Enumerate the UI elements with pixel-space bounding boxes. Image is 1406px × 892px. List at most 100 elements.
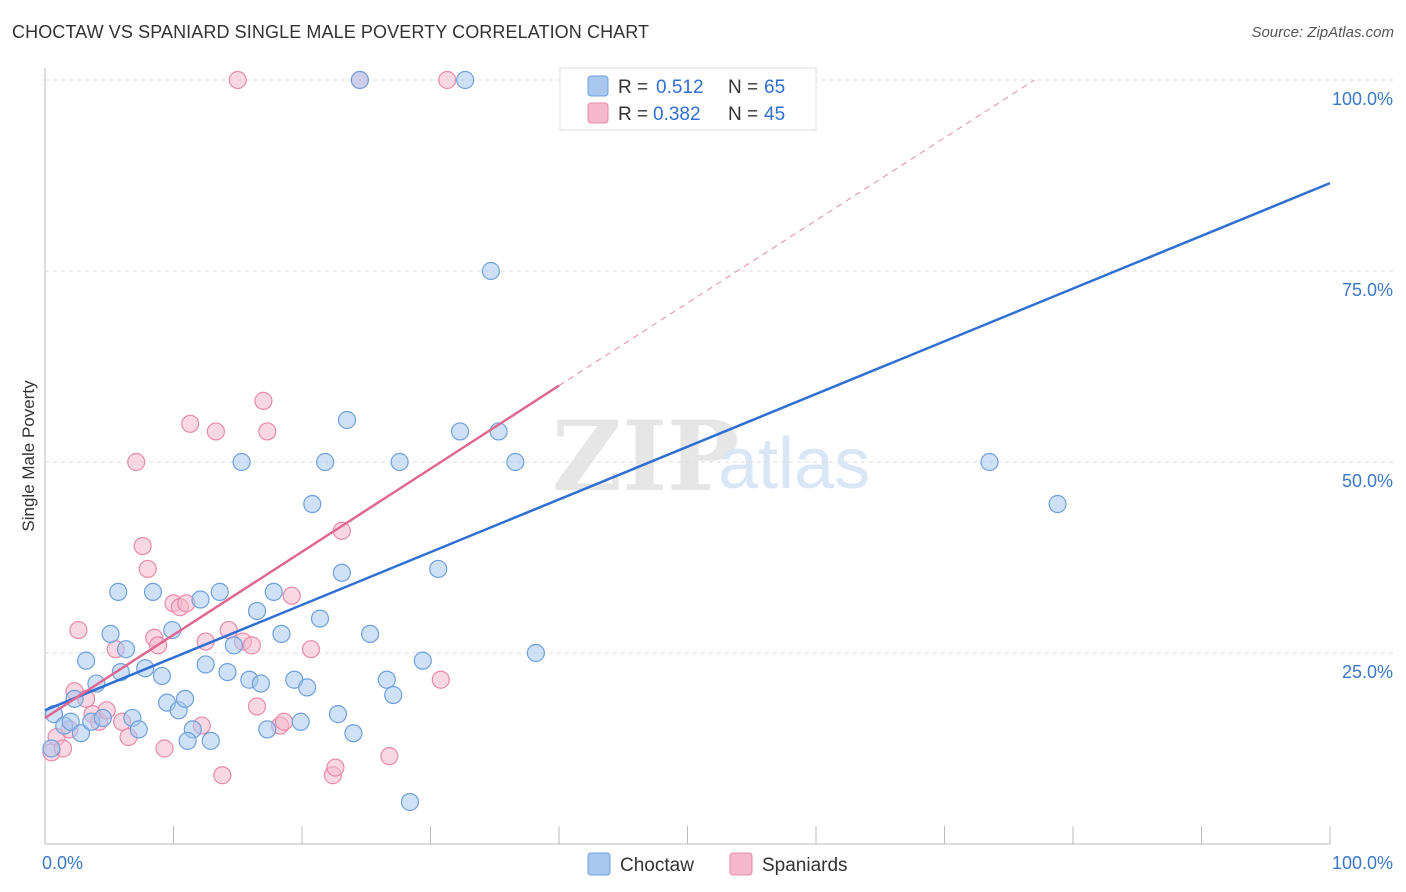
choctaw-point-63: [178, 731, 197, 750]
spaniards-trend-line: [44, 384, 560, 719]
legend-n-value-choctaw: 65: [764, 77, 785, 98]
legend-n-label-spaniards: N =: [728, 104, 758, 125]
choctaw-point-11: [109, 582, 128, 601]
choctaw-point-50: [400, 792, 420, 812]
choctaw-point-26: [210, 582, 229, 601]
grid: [45, 79, 1395, 654]
choctaw-point-48: [384, 685, 403, 705]
choctaw-point-42: [328, 705, 348, 724]
choctaw-point-32: [251, 674, 270, 693]
bottom-legend-swatch-spaniards: [729, 852, 753, 876]
bottom-legend-label-choctaw: Choctaw: [620, 855, 694, 876]
legend-n-value-spaniards: 45: [764, 104, 785, 125]
spaniards-point-13: [127, 452, 146, 472]
y-tick-label-1: 50.0%: [1342, 471, 1393, 491]
watermark-atlas: atlas: [718, 424, 870, 504]
choctaw-point-37: [291, 712, 310, 731]
choctaw-point-45: [344, 724, 363, 743]
y-tick-label-2: 75.0%: [1342, 280, 1393, 300]
choctaw-point-49: [390, 452, 409, 472]
spaniards-point-30: [247, 697, 267, 716]
choctaw-point-54: [456, 70, 475, 90]
choctaw-point-62: [350, 70, 369, 90]
choctaw-point-38: [298, 678, 317, 697]
legend-r-label-choctaw: R =: [618, 77, 648, 98]
y-axis-title: Single Male Poverty: [19, 380, 38, 532]
choctaw-point-12: [116, 640, 136, 659]
choctaw-point-61: [1048, 494, 1067, 514]
choctaw-point-24: [196, 655, 215, 674]
choctaw-point-57: [506, 452, 525, 472]
choctaw-point-33: [258, 720, 277, 739]
spaniards-point-26: [213, 766, 232, 785]
spaniards-point-41: [431, 670, 450, 689]
choctaw-point-10: [101, 624, 120, 644]
spaniards-point-35: [282, 586, 301, 605]
choctaw-point-39: [303, 494, 322, 514]
choctaw-point-23: [191, 590, 210, 609]
legend-swatch-choctaw: [587, 75, 609, 97]
choctaw-point-46: [361, 624, 380, 644]
spaniards-point-22: [181, 414, 200, 433]
tick-labels: 25.0% 50.0% 75.0% 100.0% 0.0% 100.0%: [42, 89, 1393, 873]
choctaw-point-6: [77, 651, 96, 670]
bottom-legend-label-spaniards: Spaniards: [762, 855, 848, 876]
choctaw-point-47: [377, 670, 396, 689]
legend: R = 0.512 N = 65 R = 0.382 N = 45: [559, 67, 817, 131]
choctaw-point-14: [129, 720, 148, 739]
choctaw-point-27: [218, 662, 237, 682]
spaniards-point-15: [138, 559, 157, 579]
bottom-legend: Choctaw Spaniards: [587, 852, 848, 876]
y-tick-label-3: 100.0%: [1332, 89, 1393, 109]
bottom-legend-swatch-choctaw: [587, 852, 611, 876]
choctaw-point-25: [201, 731, 220, 750]
chart-title: CHOCTAW VS SPANIARD SINGLE MALE POVERTY …: [12, 22, 650, 42]
legend-r-value-spaniards: 0.382: [653, 104, 701, 125]
spaniards-point-31: [254, 391, 273, 410]
y-tick-label-0: 25.0%: [1342, 662, 1393, 682]
source-label: Source: ZipAtlas.com: [1251, 24, 1394, 41]
choctaw-point-53: [450, 422, 470, 441]
spaniards-point-38: [326, 758, 345, 777]
choctaw-point-34: [264, 582, 283, 601]
legend-r-label-spaniards: R =: [618, 104, 648, 125]
choctaw-point-35: [272, 624, 291, 644]
choctaw-point-29: [232, 452, 251, 472]
choctaw-point-41: [316, 452, 335, 472]
legend-r-value-choctaw: 0.512: [656, 77, 704, 98]
spaniards-point-36: [301, 640, 321, 659]
x-tick-label-1: 100.0%: [1332, 853, 1393, 873]
spaniards-point-25: [206, 422, 226, 441]
choctaw-trend-line: [44, 181, 1331, 712]
watermark-zip: ZIP: [552, 400, 739, 513]
spaniards-point-42: [228, 70, 247, 90]
legend-swatch-spaniards: [587, 102, 609, 124]
choctaw-point-5: [71, 724, 91, 743]
spaniards-point-5: [69, 620, 88, 640]
legend-n-label-choctaw: N =: [728, 77, 758, 98]
choctaw-point-60: [980, 452, 999, 472]
spaniards-point-14: [133, 536, 152, 556]
spaniards-point-34: [274, 712, 294, 731]
choctaw-point-31: [247, 601, 267, 621]
choctaw-point-40: [310, 609, 330, 628]
choctaw-point-43: [332, 563, 351, 582]
choctaw-point-58: [526, 643, 545, 663]
choctaw-points: [42, 70, 1067, 812]
choctaw-point-28: [224, 636, 243, 655]
spaniards-point-40: [380, 747, 399, 766]
choctaw-point-16: [143, 582, 163, 601]
choctaw-point-0: [42, 739, 61, 758]
choctaw-point-55: [481, 261, 500, 281]
choctaw-point-51: [413, 651, 432, 670]
spaniards-point-44: [438, 70, 457, 90]
choctaw-point-3: [61, 712, 80, 731]
trend-lines: [44, 79, 1331, 719]
choctaw-point-21: [175, 689, 195, 708]
spaniards-point-29: [242, 636, 261, 655]
choctaw-point-9: [93, 708, 112, 728]
choctaw-point-17: [152, 666, 172, 686]
spaniards-point-18: [155, 739, 174, 758]
choctaw-point-44: [337, 410, 357, 430]
